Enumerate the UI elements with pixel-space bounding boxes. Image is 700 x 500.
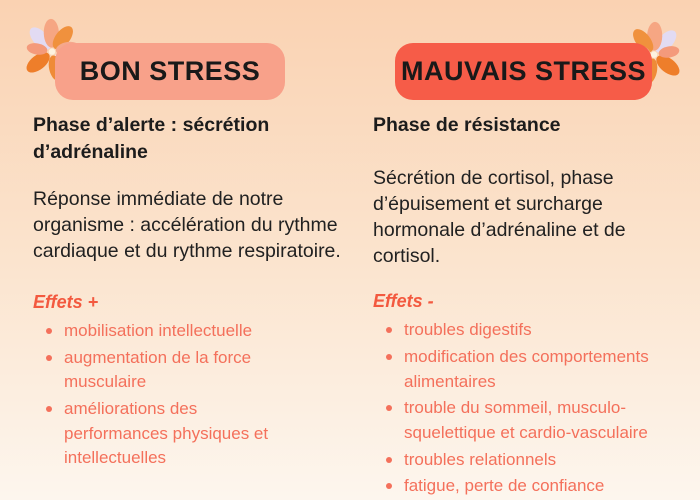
good-effects-label: Effets + [33,292,99,313]
list-item: mobilisation intellectuelle [33,319,291,344]
list-item: troubles relationnels [373,448,685,473]
good-phase-title: Phase d’alerte : sécrétion d’adrénaline [33,114,270,163]
good-phase-description: Réponse immédiate de notre organisme : a… [33,187,341,263]
bad-phase-title: Phase de résistance [373,114,561,136]
bad-stress-header: MAUVAIS STRESS [395,43,652,100]
bad-phase-description: Sécrétion de cortisol, phase d’épuisemen… [373,166,626,268]
good-effects-list: mobilisation intellectuelle augmentation… [33,319,291,471]
list-item: modification des comportements alimentai… [373,345,685,394]
list-item: troubles digestifs [373,318,685,343]
bad-effects-list: troubles digestifs modification des comp… [373,318,685,498]
list-item: améliorations des performances physiques… [33,397,291,471]
good-stress-header: BON STRESS [55,43,285,100]
bad-stress-column: Phase de résistance Sécrétion de cortiso… [373,112,685,500]
list-item: augmentation de la force musculaire [33,346,291,395]
list-item: fatigue, perte de confiance [373,474,685,499]
list-item: trouble du sommeil, musculo-squelettique… [373,396,685,445]
good-stress-column: Phase d’alerte : sécrétion d’adrénaline … [33,112,345,473]
bad-effects-label: Effets - [373,291,434,312]
